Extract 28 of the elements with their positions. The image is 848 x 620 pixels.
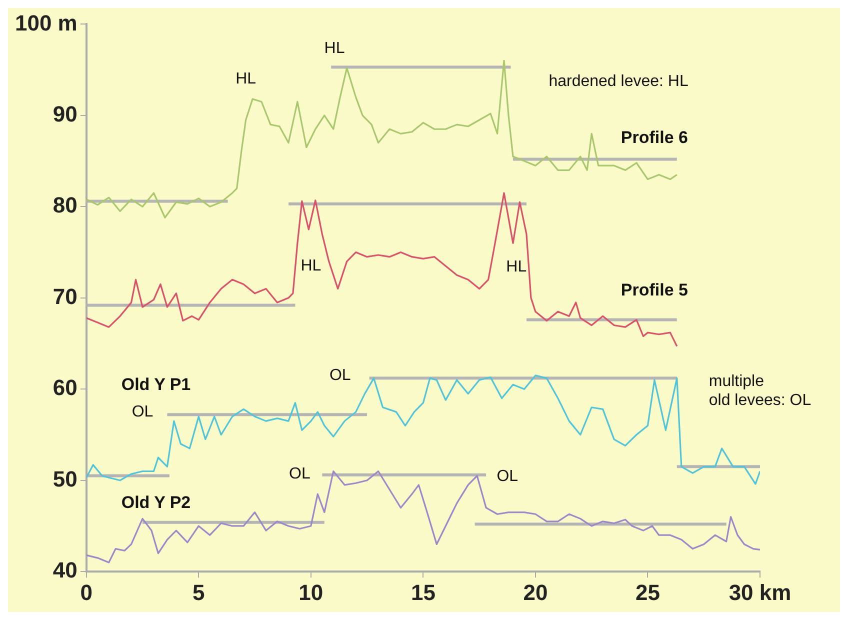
x-tick-label: 15 [410,580,436,605]
x-tick-label: 0 [80,580,93,605]
y-tick-label: 50 [52,466,78,492]
annotation: HL [236,70,256,88]
x-tick-label: 25 [635,580,660,605]
annotation: HL [506,258,527,276]
y-tick-label: 100 m [14,10,78,36]
series-label: Profile 6 [620,128,688,147]
series-label: Old Y P1 [121,375,191,394]
y-tick-label: 80 [52,192,78,218]
annotation: OL [289,465,310,482]
annotation: hardened levee: HL [548,73,688,90]
y-tick-label: 70 [52,284,78,309]
y-tick-label: 60 [52,375,78,400]
y-tick-label: 90 [52,101,78,126]
annotation: OL [496,468,518,486]
annotation: HL [300,257,322,274]
x-tick-label: 10 [298,580,324,605]
series-label: Profile 5 [620,280,688,300]
x-tick-label: 30 km [728,580,792,605]
x-tick-label: 20 [523,580,548,605]
series-label: Old Y P2 [121,492,191,512]
annotation: OL [329,366,351,384]
annotation: multiple old levees: OL [708,372,812,409]
annotation: OL [132,403,154,420]
y-tick-label: 40 [52,558,78,583]
x-tick-label: 5 [192,580,205,605]
annotation: HL [324,40,345,58]
